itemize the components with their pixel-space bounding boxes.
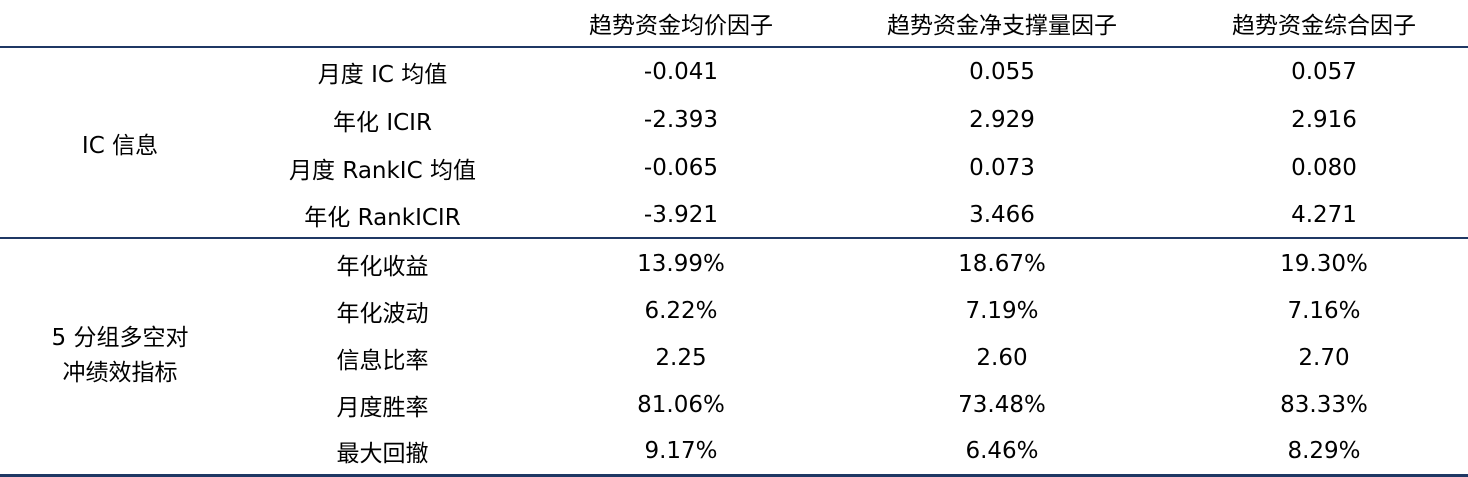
group-label-line: 5 分组多空对	[51, 325, 189, 351]
table-cell: 0.057	[1291, 59, 1357, 85]
table-cell: 7.19%	[965, 298, 1039, 324]
table-cell: 6.22%	[644, 298, 718, 324]
row-label: 年化 ICIR	[333, 110, 432, 136]
table-cell: -0.041	[643, 59, 719, 85]
group-label: IC 信息	[81, 132, 159, 159]
row-label: 信息比率	[336, 348, 429, 374]
table-cell: 7.16%	[1287, 298, 1361, 324]
table-cell: 83.33%	[1280, 392, 1368, 418]
table-cell: 2.916	[1291, 107, 1357, 133]
header-rule	[0, 46, 1468, 48]
table-cell: -3.921	[643, 202, 719, 228]
table-cell: -2.393	[643, 107, 719, 133]
column-header: 趋势资金净支撑量因子	[887, 13, 1117, 39]
table-cell: 2.929	[969, 107, 1035, 133]
table-cell: 3.466	[969, 202, 1035, 228]
row-label: 年化波动	[336, 301, 429, 327]
table-cell: 0.055	[969, 59, 1035, 85]
row-label: 年化收益	[336, 254, 429, 280]
row-label: 月度 RankIC 均值	[289, 158, 476, 184]
column-header: 趋势资金均价因子	[589, 13, 773, 39]
table-cell: 6.46%	[965, 438, 1039, 464]
table-cell: 2.60	[976, 345, 1028, 371]
table-cell: 2.70	[1298, 345, 1350, 371]
table-cell: 0.073	[969, 155, 1035, 181]
table-cell: 18.67%	[958, 251, 1046, 277]
group-label-line: 冲绩效指标	[62, 360, 178, 386]
row-label: 年化 RankICIR	[304, 205, 461, 231]
group-label: 5 分组多空对 冲绩效指标	[0, 238, 240, 474]
table-cell: 8.29%	[1287, 438, 1361, 464]
table-cell: 2.25	[655, 345, 707, 371]
row-label: 最大回撤	[336, 441, 429, 467]
column-header: 趋势资金综合因子	[1232, 13, 1416, 39]
table-cell: 73.48%	[958, 392, 1046, 418]
table-cell: 19.30%	[1280, 251, 1368, 277]
table-cell: -0.065	[643, 155, 719, 181]
row-label: 月度 IC 均值	[317, 62, 448, 88]
table-cell: 9.17%	[644, 438, 718, 464]
table-cell: 0.080	[1291, 155, 1357, 181]
row-label: 月度胜率	[336, 395, 429, 421]
group-divider	[0, 237, 1468, 239]
table-cell: 4.271	[1291, 202, 1357, 228]
table-cell: 81.06%	[637, 392, 725, 418]
table-cell: 13.99%	[637, 251, 725, 277]
table-bottom-rule	[0, 474, 1468, 477]
